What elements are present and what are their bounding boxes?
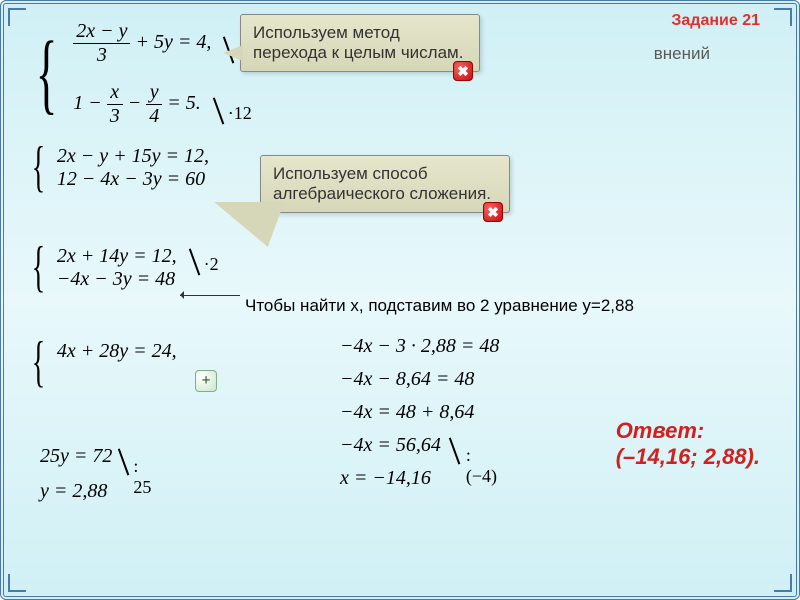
solve-x-steps: −4x − 3 · 2,88 = 48 −4x − 8,64 = 48 −4x … — [340, 335, 501, 490]
callout-method-2: Используем способ алгебраического сложен… — [260, 155, 510, 213]
eq-line: −4x = 56,64 — [340, 434, 441, 456]
callout-text: Используем способ алгебраического сложен… — [273, 164, 491, 203]
sum-result: 25y = 72 : 25 y = 2,88 — [40, 445, 157, 503]
task-number: Задание 21 — [671, 12, 760, 30]
eq-line: 25y = 72 — [40, 445, 112, 467]
arrow-head — [176, 291, 184, 299]
eq-line: 4x + 28y = 24, — [57, 340, 177, 363]
answer-label: Ответ: — [616, 418, 760, 444]
substitute-note: Чтобы найти х, подставим во 2 уравнение … — [245, 296, 634, 316]
corner-decor — [8, 574, 26, 592]
equation-system-4: { 4x + 28y = 24, — [25, 340, 177, 386]
plus-badge: + — [195, 370, 217, 392]
corner-decor — [8, 8, 26, 26]
eq-line: −4x − 8,64 = 48 — [340, 368, 501, 391]
equation-system-2: { 2x − y + 15y = 12, 12 − 4x − 3y = 60 — [25, 145, 209, 191]
arrow-indicator — [180, 295, 240, 296]
eq-line: 2x + 14y = 12, — [57, 245, 177, 267]
eq-line: 12 − 4x − 3y = 60 — [57, 168, 209, 191]
eq-line: 2x − y + 15y = 12, — [57, 145, 209, 168]
eq-line: −4x − 3 · 2,88 = 48 — [340, 335, 501, 358]
callout-method-1: Используем метод перехода к целым числам… — [240, 14, 480, 72]
answer-value: (–14,16; 2,88). — [616, 444, 760, 470]
callout-text: Используем метод перехода к целым числам… — [253, 23, 463, 62]
corner-decor — [774, 574, 792, 592]
equation-system-3: { 2x + 14y = 12, ·2 −4x − 3y = 48 — [25, 245, 222, 291]
subtitle-fragment: внений — [654, 44, 710, 64]
close-icon[interactable]: ✖ — [453, 61, 473, 81]
answer-block: Ответ: (–14,16; 2,88). — [616, 418, 760, 470]
equation-system-1: { 2x − y3 + 5y = 4, ·3 1 − x3 − y4 = 5. … — [25, 20, 256, 128]
callout-pointer — [223, 45, 243, 61]
corner-decor — [774, 8, 792, 26]
close-icon[interactable]: ✖ — [483, 202, 503, 222]
eq-line: −4x = 48 + 8,64 — [340, 401, 501, 424]
